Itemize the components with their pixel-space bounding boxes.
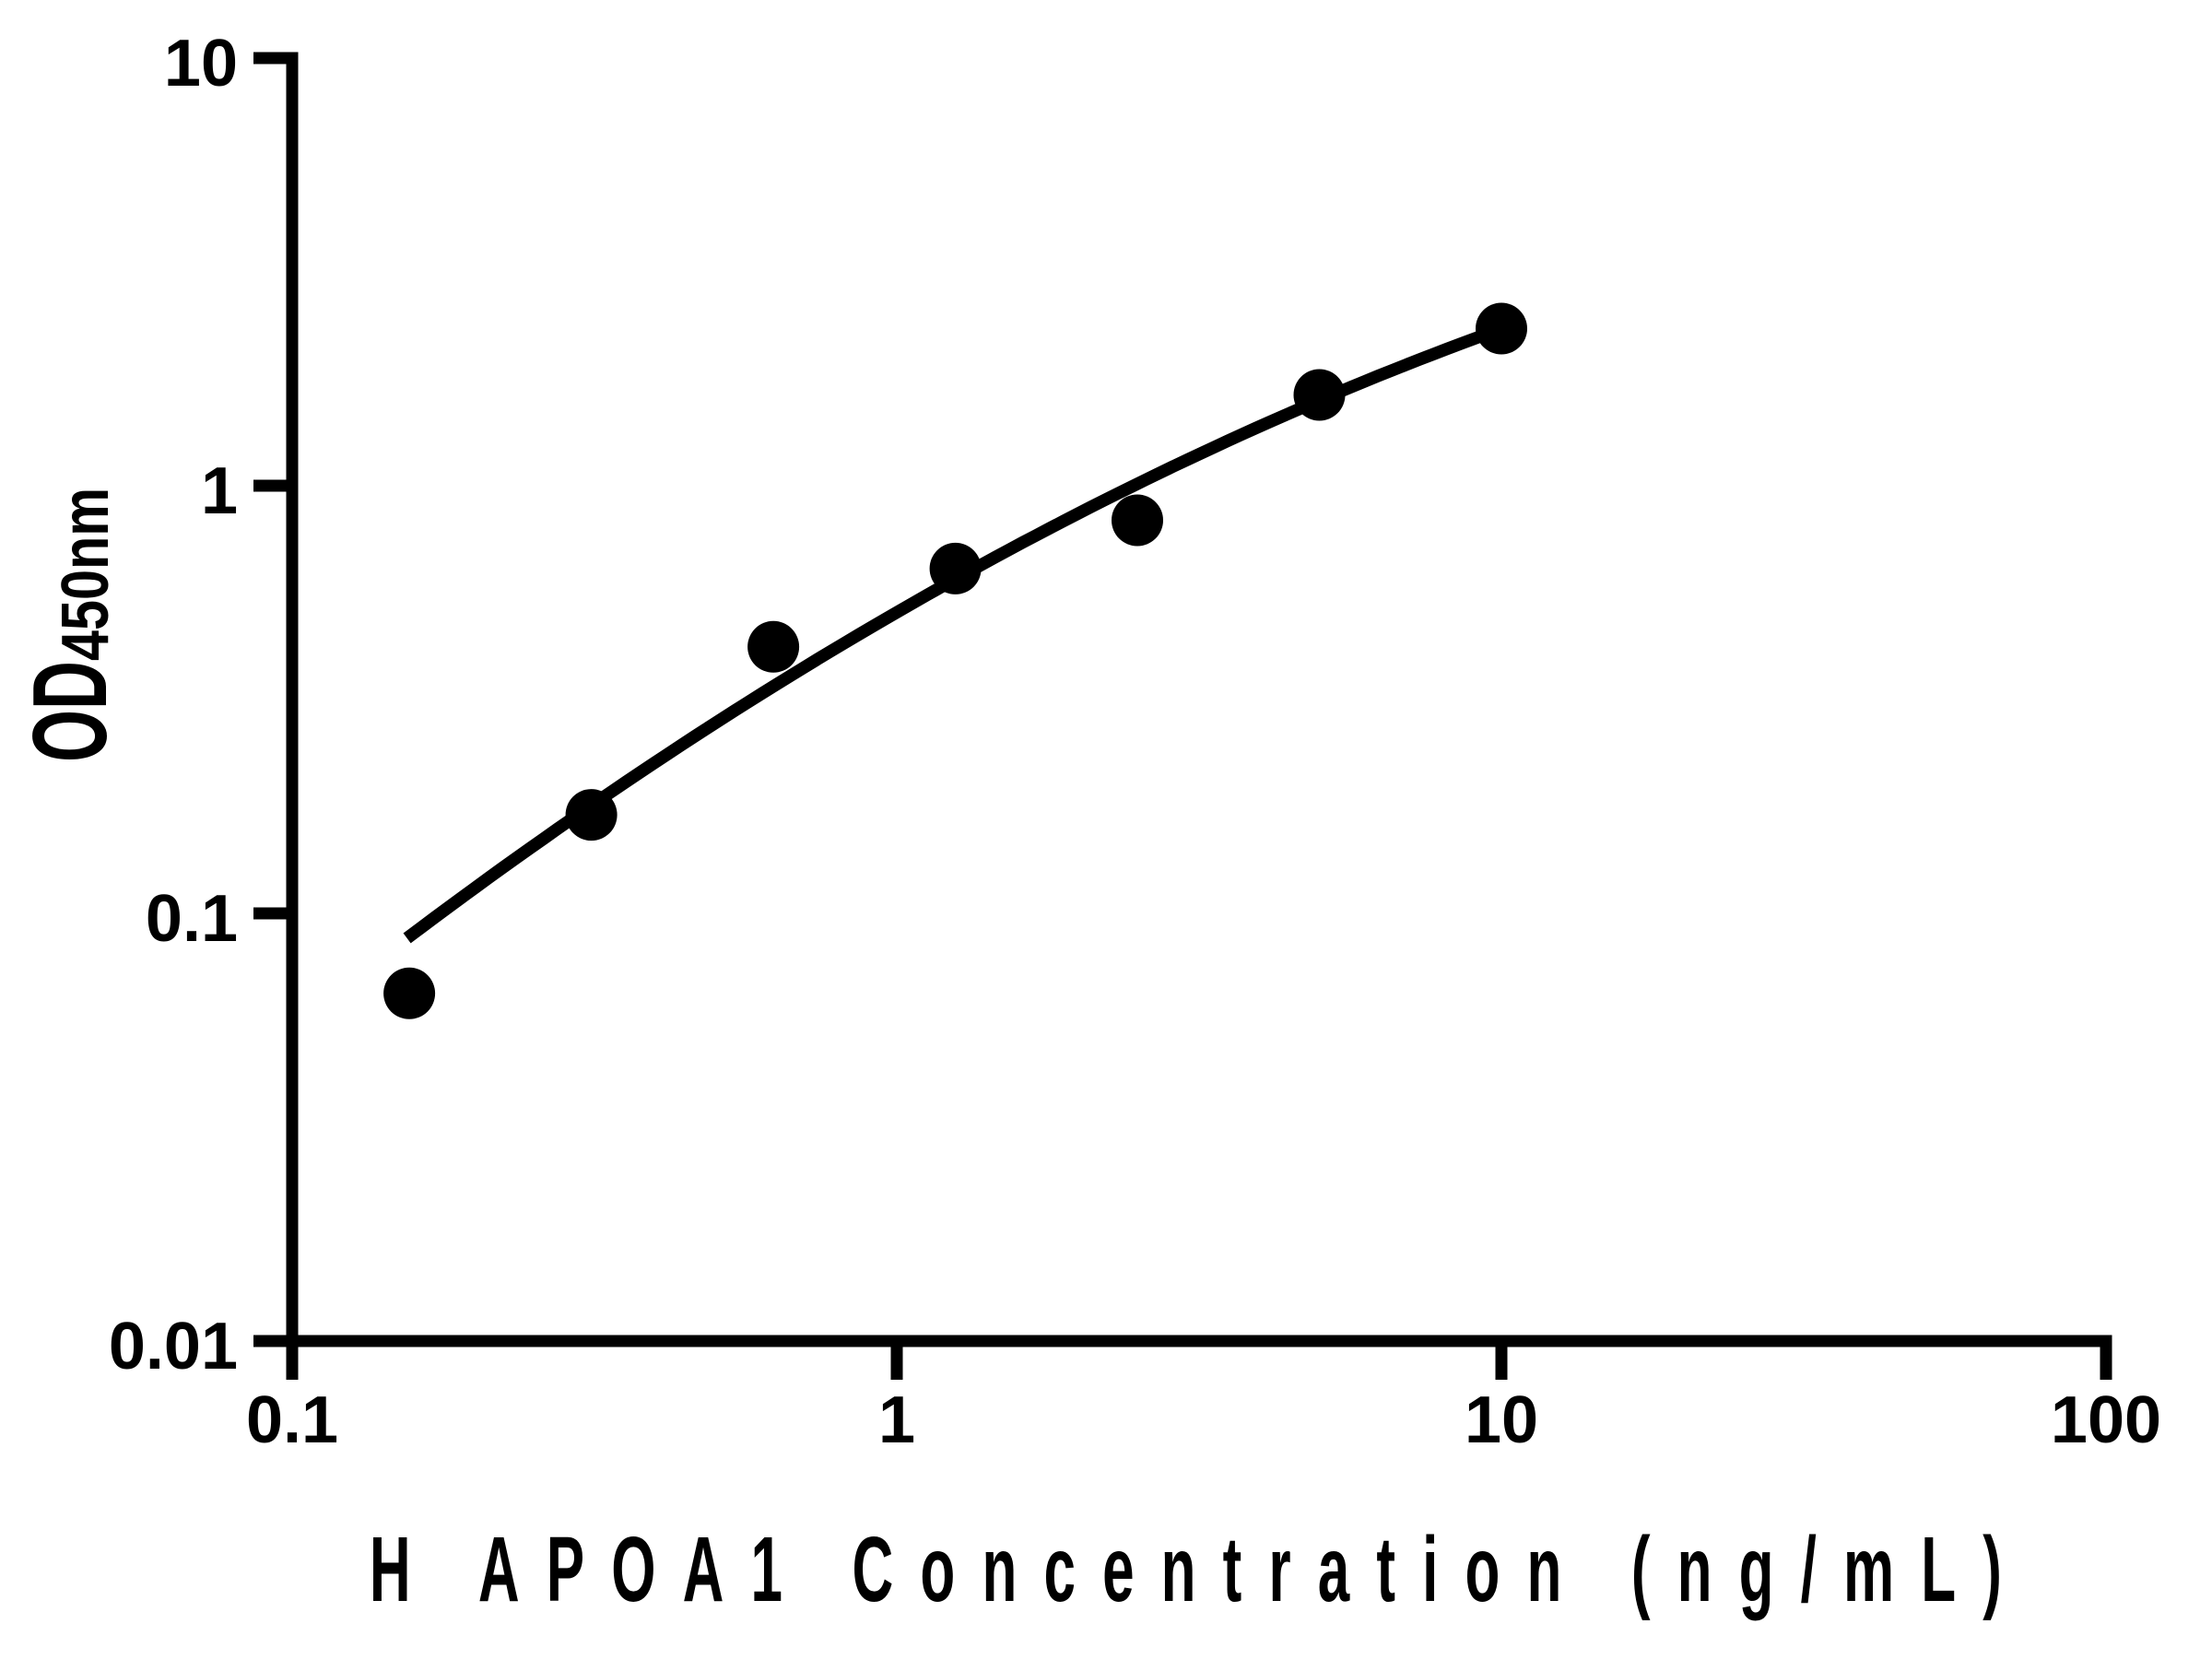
y-tick-label: 10 <box>164 27 238 100</box>
y-axis-title: OD450nm <box>12 488 129 762</box>
data-point-marker <box>747 620 800 673</box>
data-point-marker <box>383 967 436 1019</box>
data-point-marker <box>1293 369 1346 421</box>
data-points <box>383 302 1527 1019</box>
y-axis-title-subscript: 450nm <box>49 488 123 661</box>
data-point-marker <box>1476 302 1527 355</box>
data-point-marker <box>565 789 618 841</box>
axis-spine <box>286 52 2112 1347</box>
y-axis-title-main: OD <box>12 661 129 762</box>
data-point-marker <box>929 542 982 594</box>
x-tick-label: 10 <box>1465 1383 1538 1457</box>
x-tick-label: 1 <box>878 1383 915 1457</box>
fit-curve-line <box>403 323 1504 944</box>
y-tick-label: 0.1 <box>146 882 238 956</box>
data-point-marker <box>1112 494 1163 547</box>
axes <box>253 52 2112 1380</box>
y-tick-label: 1 <box>201 454 238 528</box>
x-tick-label: 100 <box>2051 1383 2161 1457</box>
x-tick-label: 0.1 <box>246 1383 338 1457</box>
x-axis-title: H APOA1 Concentration (ng/mL) <box>370 1518 2029 1621</box>
y-tick-label: 0.01 <box>109 1310 238 1383</box>
